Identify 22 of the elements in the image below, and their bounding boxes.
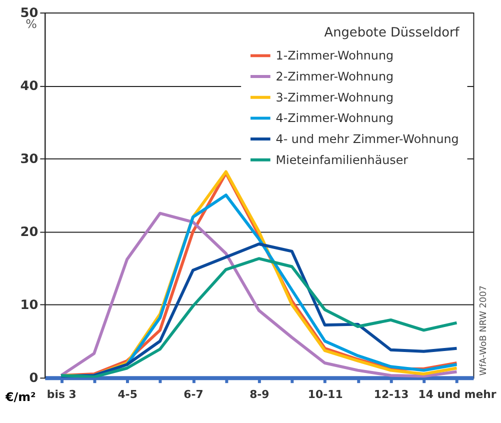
- x-tick-label: 4-5: [118, 388, 138, 401]
- legend-label: 3-Zimmer-Wohnung: [276, 90, 394, 104]
- legend-title: Angebote Düsseldorf: [324, 25, 460, 40]
- x-tick-label: 6-7: [184, 388, 204, 401]
- y-tick-label: 40: [20, 79, 38, 94]
- x-tick-label: 8-9: [250, 388, 270, 401]
- x-tick-label: 14 und mehr: [418, 388, 497, 401]
- text: WfA-WoB NRW 2007: [479, 285, 490, 376]
- y-axis-title: %: [26, 16, 37, 31]
- legend-label: 4- und mehr Zimmer-Wohnung: [276, 132, 459, 146]
- y-tick-label: 20: [20, 225, 38, 240]
- y-tick-label: 10: [20, 298, 38, 314]
- x-tick-label: 12-13: [374, 388, 409, 401]
- legend-label: 4-Zimmer-Wohnung: [276, 111, 394, 126]
- y-tick-label: 0: [29, 371, 38, 386]
- legend-label: 1-Zimmer-Wohnung: [276, 48, 394, 63]
- x-tick-label: 10-11: [308, 388, 343, 401]
- x-tick-label: bis 3: [46, 388, 76, 401]
- y-tick-label: 30: [20, 152, 38, 168]
- x-axis-title: €/m²: [4, 390, 36, 404]
- legend-label: 2-Zimmer-Wohnung: [276, 69, 394, 84]
- legend-label: Mieteinfamilienhäuser: [276, 152, 408, 167]
